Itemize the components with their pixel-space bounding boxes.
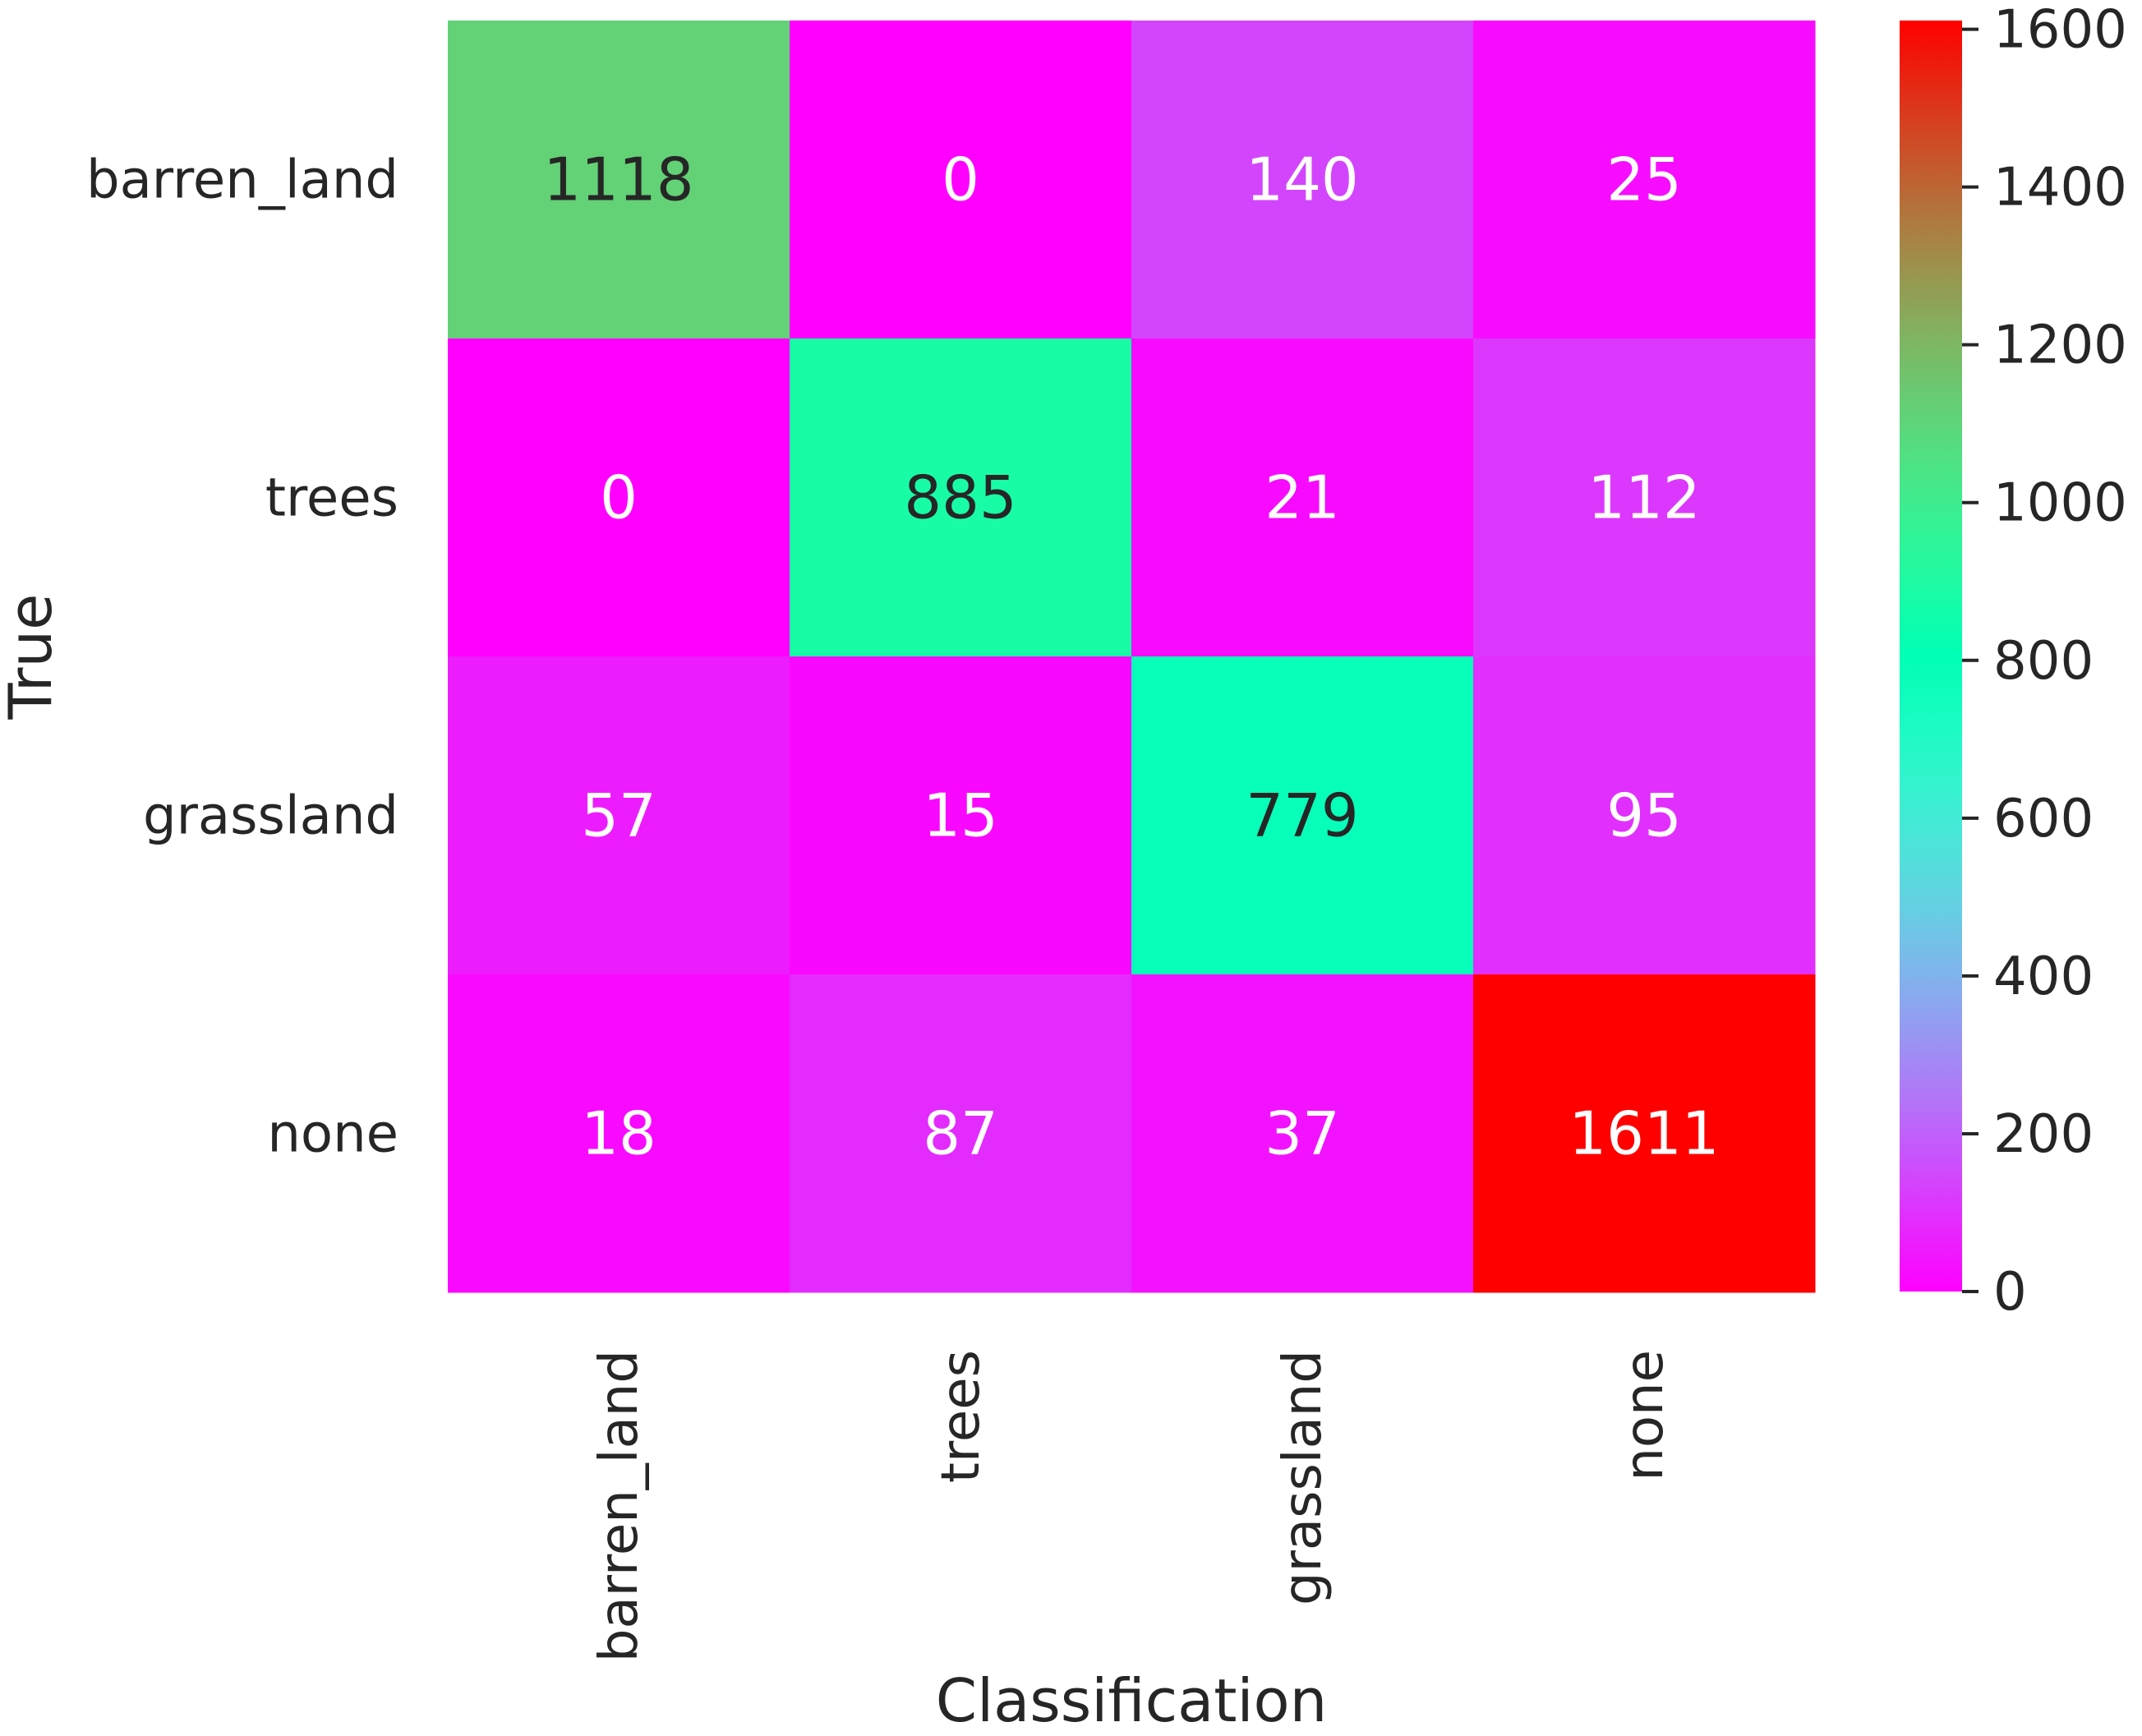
heatmap-cell (1131, 974, 1474, 1293)
heatmap-cell (1473, 21, 1816, 339)
heatmap-cells (448, 21, 1816, 1293)
cell-value-label: 87 (923, 1099, 998, 1168)
heatmap-cell (1131, 656, 1474, 975)
colorbar-ticks: 0 200 400 600 800 1000 1200 1400 1600 (1962, 0, 2127, 1323)
heatmap-cell (448, 338, 790, 657)
colorbar-tick-label: 200 (1993, 1104, 2094, 1165)
cell-value-label: 1118 (543, 145, 693, 214)
cell-value-label: 0 (942, 145, 979, 214)
heatmap-cell (790, 656, 1132, 975)
colorbar-tick-label: 1000 (1993, 473, 2127, 534)
heatmap-cell (790, 21, 1132, 339)
cell-value-label: 57 (581, 781, 656, 850)
heatmap-cell (790, 338, 1132, 657)
x-tick-label: none (1615, 1350, 1675, 1481)
colorbar-tick-label: 1600 (1993, 0, 2127, 61)
cell-value-label: 15 (923, 781, 998, 850)
heatmap-cell (1131, 338, 1474, 657)
cell-value-label: 779 (1246, 781, 1358, 850)
heatmap-cell (1131, 21, 1474, 339)
cell-value-label: 0 (600, 463, 638, 532)
colorbar-tick-label: 1200 (1993, 315, 2127, 376)
cell-value-label: 21 (1264, 463, 1340, 532)
cell-value-label: 1611 (1568, 1099, 1719, 1168)
colorbar-tick-label: 0 (1993, 1262, 2027, 1323)
colorbar-tick-label: 400 (1993, 946, 2094, 1007)
cell-value-label: 18 (581, 1099, 656, 1168)
cell-value-label: 25 (1606, 145, 1682, 214)
colorbar-tick-label: 600 (1993, 789, 2094, 850)
heatmap-cell (1473, 974, 1816, 1293)
x-tick-label: barren_land (589, 1350, 650, 1662)
heatmap-cell (448, 656, 790, 975)
colorbar-tick-label: 1400 (1993, 158, 2127, 219)
heatmap-cell (1473, 656, 1816, 975)
cell-value-label: 95 (1606, 781, 1682, 850)
y-tick-label: none (267, 1104, 398, 1165)
cell-value-label: 140 (1246, 145, 1358, 214)
cell-value-label: 112 (1587, 463, 1700, 532)
heatmap-cell (1473, 338, 1816, 657)
x-tick-label: grassland (1273, 1350, 1334, 1605)
cell-value-label: 885 (904, 463, 1016, 532)
colorbar-tick-label: 800 (1993, 631, 2094, 692)
heatmap-cell (790, 974, 1132, 1293)
y-tick-label: trees (265, 468, 398, 529)
x-tick-labels: barren_land trees grassland none (589, 1350, 1675, 1662)
y-axis-label: True (0, 594, 65, 721)
heatmap-annotations: 1118 0 140 25 0 885 21 112 57 15 779 95 18 87 37 1611 (543, 145, 1719, 1168)
colorbar (1900, 21, 1962, 1292)
x-axis-label: Classification (936, 1666, 1327, 1735)
cell-value-label: 37 (1264, 1099, 1340, 1168)
x-tick-label: trees (931, 1350, 992, 1483)
heatmap-cell (448, 21, 790, 339)
y-tick-label: barren_land (86, 150, 398, 211)
y-tick-label: grassland (143, 786, 398, 847)
heatmap-cell (448, 974, 790, 1293)
